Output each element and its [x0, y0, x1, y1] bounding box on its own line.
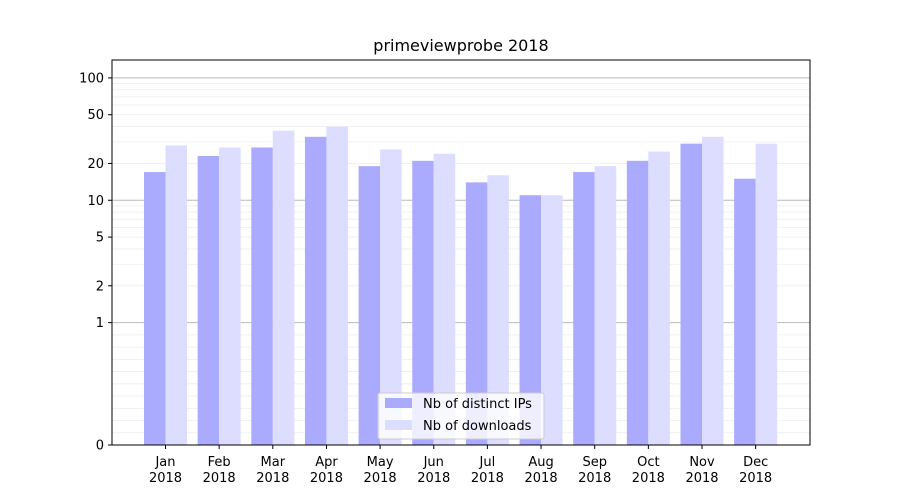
bar-distinct-ips-dec [734, 178, 756, 445]
bar-distinct-ips-aug [519, 195, 542, 445]
bar-downloads-dec [755, 143, 778, 445]
bar-downloads-sep [594, 166, 617, 446]
x-tick-label-aug: Aug 2018 [525, 455, 558, 486]
bar-downloads-nov [702, 136, 724, 445]
y-tick-label: 1 [96, 316, 104, 331]
x-tick-label-mar: Mar 2018 [256, 455, 289, 486]
bar-distinct-ips-sep [573, 172, 595, 445]
bar-downloads-oct [648, 151, 670, 445]
legend-box [377, 392, 545, 440]
bar-distinct-ips-jul [465, 182, 488, 446]
bar-distinct-ips-jan [144, 172, 166, 445]
x-axis: Jan 2018 Feb 2018 Mar 2018 Apr 2018 May 2018 Jun 20… [149, 445, 772, 486]
x-tick-label-jul: Jul 2018 [471, 455, 504, 486]
bar-distinct-ips-mar [251, 147, 273, 445]
y-tick-label: 10 [87, 194, 104, 209]
x-tick-label-sep: Sep 2018 [578, 455, 611, 486]
bar-distinct-ips-jun [412, 160, 434, 445]
y-tick-label: 2 [96, 279, 104, 294]
bar-distinct-ips-feb [197, 155, 220, 445]
bar-downloads-jun [433, 153, 456, 445]
y-tick-label: 100 [79, 71, 104, 86]
x-tick-label-may: May 2018 [364, 455, 397, 486]
x-tick-label-apr: Apr 2018 [310, 455, 343, 486]
bar-downloads-mar [272, 130, 295, 446]
y-tick-label: 20 [87, 157, 104, 172]
bar-distinct-ips-may [358, 166, 381, 446]
x-tick-label-oct: Oct 2018 [632, 455, 665, 486]
bar-downloads-aug [541, 195, 563, 445]
bars [144, 126, 778, 446]
plot-frame [111, 59, 811, 446]
x-tick-label-jan: Jan 2018 [149, 455, 182, 486]
bar-downloads-jan [165, 145, 187, 446]
chart-title: primeviewprobe 2018 [373, 36, 548, 55]
y-axis: 0 1 2 5 10 20 50 100 [79, 71, 112, 454]
x-tick-label-jun: Jun 2018 [417, 455, 450, 486]
y-tick-label: 50 [87, 108, 104, 123]
bar-downloads-may [380, 149, 402, 445]
x-tick-label-dec: Dec 2018 [739, 455, 772, 486]
x-tick-label-nov: Nov 2018 [685, 455, 718, 486]
bar-distinct-ips-oct [626, 160, 649, 445]
bar-downloads-feb [219, 147, 241, 445]
bar-downloads-jul [487, 175, 509, 446]
legend-label-ips: Nb of distinct IPs [423, 397, 532, 412]
bar-downloads-apr [326, 126, 348, 445]
legend-swatch-ips [385, 398, 412, 408]
x-tick-label-feb: Feb 2018 [203, 455, 236, 486]
bar-distinct-ips-nov [680, 143, 702, 445]
legend-label-downloads: Nb of downloads [423, 419, 532, 434]
y-tick-label: 5 [96, 231, 104, 246]
bar-distinct-ips-apr [304, 136, 327, 445]
legend-swatch-downloads [385, 420, 412, 430]
legend: Nb of distinct IPs Nb of downloads [377, 392, 545, 440]
y-tick-label: 0 [96, 439, 104, 454]
